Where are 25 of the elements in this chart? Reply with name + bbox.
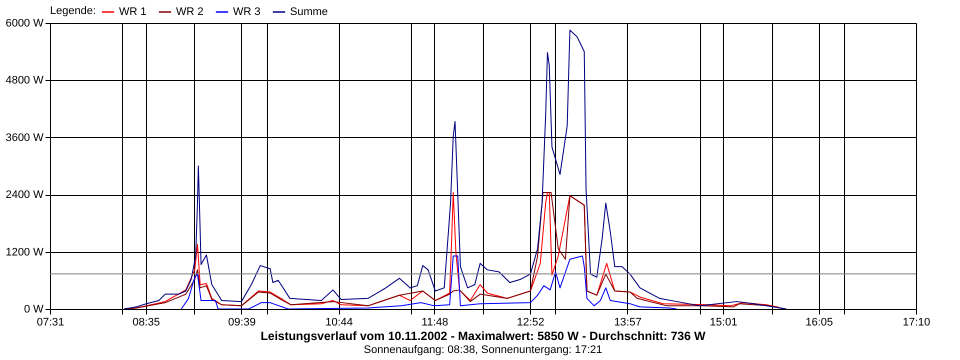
x-tick-label: 12:52 <box>516 316 544 328</box>
x-tick-label: 17:10 <box>902 316 930 328</box>
x-tick-label: 15:01 <box>710 316 738 328</box>
y-tick-label: 3600 W <box>6 132 44 144</box>
legend-label: Summe <box>290 6 328 18</box>
x-tick-label: 11:48 <box>422 316 448 328</box>
y-tick-label: 0 W <box>24 304 44 316</box>
x-tick-label: 16:05 <box>806 316 834 328</box>
x-tick-label: 10:44 <box>325 316 353 328</box>
y-tick-label: 2400 W <box>6 189 44 202</box>
y-tick-label: 1200 W <box>6 246 44 258</box>
y-tick-label: 4800 W <box>6 74 44 87</box>
text: Sonnenaufgang: 08:38, Sonnenuntergang: 17:21 <box>364 344 602 356</box>
legend-label: WR 2 <box>176 6 204 18</box>
x-tick-label: 09:39 <box>228 316 256 328</box>
y-tick-label: 6000 W <box>6 18 44 30</box>
legend-title: Legende: <box>50 5 96 17</box>
x-tick-label: 08:35 <box>132 316 160 328</box>
text: Leistungsverlauf vom 10.11.2002 - Maximalwert: 5850 W - Durchschnitt: 736 W <box>260 329 706 343</box>
legend-label: WR 3 <box>233 6 260 18</box>
legend-label: WR 1 <box>119 6 146 18</box>
x-tick-label: 13:57 <box>614 316 642 328</box>
x-tick-label: 07:31 <box>36 316 64 328</box>
line-series <box>123 30 787 309</box>
line-series <box>180 256 678 309</box>
